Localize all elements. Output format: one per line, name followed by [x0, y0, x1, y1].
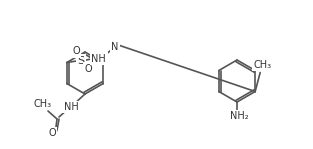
Text: S: S	[77, 55, 85, 66]
Text: NH: NH	[64, 102, 78, 112]
Text: NH₂: NH₂	[230, 111, 248, 121]
Text: N: N	[111, 42, 119, 52]
Text: CH₃: CH₃	[253, 59, 271, 69]
Text: CH₃: CH₃	[34, 99, 52, 109]
Text: O: O	[84, 63, 92, 73]
Text: O: O	[48, 128, 56, 138]
Text: NH: NH	[91, 53, 106, 63]
Text: O: O	[72, 46, 80, 56]
